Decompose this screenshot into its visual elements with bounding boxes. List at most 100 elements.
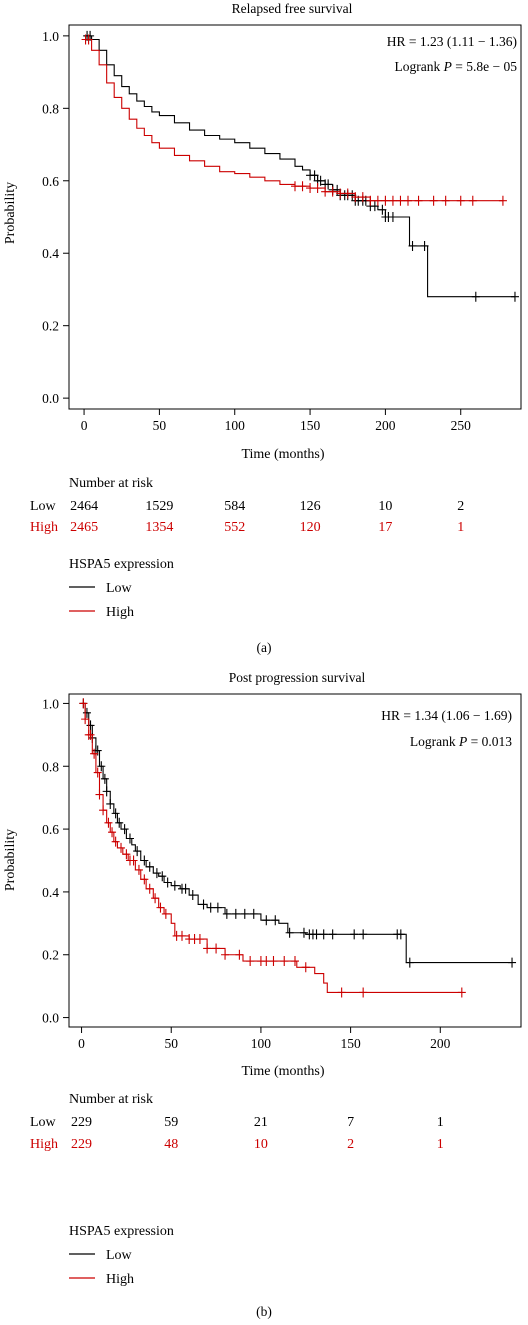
censor-mark-low — [249, 908, 258, 919]
censor-mark-high — [145, 883, 154, 894]
panel-b-x-axis-label: Time (months) — [241, 1064, 324, 1079]
censor-mark-high — [95, 789, 104, 800]
panel-b-legend: Low High — [69, 1248, 134, 1287]
censor-mark-low — [405, 957, 414, 968]
risk-value: 229 — [71, 1137, 92, 1152]
censor-mark-high — [291, 181, 299, 192]
censor-mark-high — [108, 827, 117, 838]
censor-mark-high — [93, 767, 102, 778]
censor-mark-low — [115, 817, 124, 828]
censor-mark-high — [336, 188, 345, 199]
censor-mark-high — [306, 183, 315, 194]
censor-mark-high — [414, 195, 423, 206]
censor-mark-high — [161, 908, 170, 919]
risk-value: 2 — [347, 1137, 354, 1152]
censor-mark-high — [156, 902, 165, 913]
panel-a-y-ticks: 0.0 0.2 0.4 0.6 0.8 1.0 — [42, 29, 69, 406]
risk-value: 552 — [224, 520, 245, 535]
censor-mark-high — [111, 836, 120, 847]
y-tick-label: 0.8 — [42, 101, 59, 116]
risk-value: 17 — [378, 520, 392, 535]
survival-curve-low — [84, 35, 515, 298]
panel-b-risk-title: Number at risk — [69, 1092, 153, 1107]
censor-mark-low — [316, 175, 325, 186]
censor-mark-high — [221, 949, 230, 960]
censor-mark-low — [133, 846, 142, 857]
risk-value: 1 — [437, 1137, 444, 1152]
censor-mark-high — [388, 195, 397, 206]
censor-mark-low — [359, 929, 368, 940]
risk-row-label-high: High — [30, 520, 58, 535]
censor-mark-high — [122, 849, 131, 860]
censor-mark-low — [271, 915, 280, 926]
risk-value: 7 — [347, 1115, 354, 1130]
risk-value: 1 — [437, 1115, 444, 1130]
censor-mark-low — [396, 929, 405, 940]
censor-mark-high — [84, 34, 93, 45]
censor-mark-high — [366, 195, 375, 206]
censor-mark-low — [145, 861, 154, 872]
censor-mark-high — [117, 842, 126, 853]
censor-mark-high — [262, 956, 271, 967]
censor-mark-high — [195, 934, 204, 945]
y-tick-label: 0.8 — [42, 759, 59, 774]
censor-mark-low — [388, 212, 397, 222]
y-tick-label: 0.4 — [42, 885, 59, 900]
panel-b-legend-title: HSPA5 expression — [69, 1224, 174, 1239]
censor-mark-low — [100, 773, 109, 784]
censor-mark-low — [152, 868, 161, 879]
risk-value: 584 — [224, 499, 245, 514]
censor-mark-high — [298, 181, 307, 192]
censor-mark-low — [163, 877, 172, 888]
panel-b-x-ticks: 0 50 100 150 200 — [78, 1027, 451, 1051]
censor-mark-low — [188, 890, 197, 901]
panel-b-plot-frame — [68, 693, 522, 1028]
censor-mark-high — [151, 893, 160, 904]
risk-value: 59 — [164, 1115, 178, 1130]
panel-a-curves — [81, 30, 519, 302]
legend-label-high: High — [106, 1272, 134, 1287]
censor-mark-high — [498, 195, 507, 206]
censor-mark-high — [373, 195, 382, 206]
panel-b-curves — [79, 698, 517, 998]
risk-row-label-high: High — [30, 1137, 58, 1152]
censor-mark-high — [457, 987, 466, 998]
x-tick-label: 0 — [81, 418, 88, 433]
censor-mark-low — [508, 957, 517, 968]
x-tick-label: 200 — [430, 1036, 451, 1051]
censor-mark-high — [134, 864, 143, 875]
risk-value: 1 — [457, 520, 464, 535]
censor-mark-high — [468, 195, 477, 206]
censor-mark-high — [246, 956, 255, 967]
censor-mark-high — [86, 729, 95, 740]
censor-mark-low — [310, 170, 319, 181]
censor-mark-high — [99, 805, 108, 816]
censor-mark-high — [212, 943, 221, 954]
panel-a-risk-title: Number at risk — [69, 476, 153, 491]
censor-mark-low — [312, 929, 321, 940]
y-tick-label: 0.0 — [42, 391, 59, 406]
censor-mark-low — [324, 179, 333, 190]
censor-mark-low — [206, 902, 215, 913]
panel-b-y-axis-label: Probability — [3, 829, 18, 891]
censor-mark-low — [102, 786, 111, 797]
censor-mark-high — [313, 183, 322, 194]
censor-mark-low — [319, 929, 328, 940]
censor-mark-high — [280, 956, 289, 967]
y-tick-label: 0.0 — [42, 1011, 59, 1026]
censor-mark-low — [328, 929, 337, 940]
censor-mark-high — [359, 987, 368, 998]
censor-mark-high — [104, 817, 113, 828]
panel-a-logrank-text: Logrank P = 5.8e − 05 — [395, 59, 518, 74]
panel-a-y-axis-label: Probability — [3, 182, 18, 244]
panel-a-hr-text: HR = 1.23 (1.11 − 1.36) — [387, 34, 517, 49]
censor-mark-high — [358, 192, 367, 203]
censor-mark-low — [199, 899, 208, 910]
censor-mark-low — [420, 240, 429, 251]
censor-mark-low — [82, 707, 91, 718]
censor-mark-low — [125, 833, 134, 844]
risk-row-label-low: Low — [30, 1115, 57, 1130]
censor-mark-high — [269, 956, 278, 967]
censor-mark-high — [441, 195, 450, 206]
